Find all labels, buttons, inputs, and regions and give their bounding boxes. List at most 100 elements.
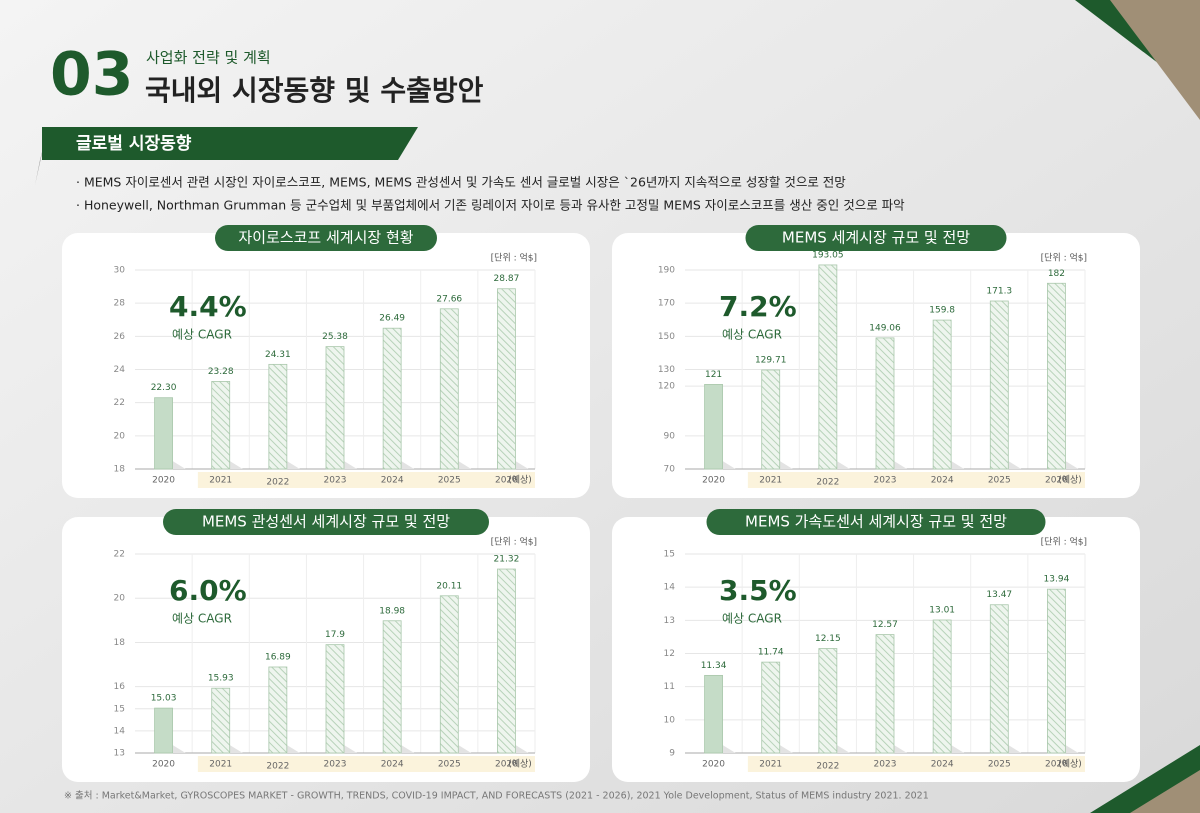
y-tick-label: 170 <box>658 299 675 309</box>
x-tick-label: 2025 <box>988 760 1011 770</box>
y-tick-label: 14 <box>114 726 126 736</box>
bar <box>382 620 402 754</box>
bar-shadow <box>894 461 907 469</box>
y-tick-label: 30 <box>114 266 126 276</box>
y-tick-label: 130 <box>658 365 675 375</box>
y-tick-label: 9 <box>669 749 675 759</box>
x-tick-label: 2021 <box>209 760 232 770</box>
bullet: · Honeywell, Northman Grumman 등 군수업체 및 부… <box>76 198 905 213</box>
unit-label: [단위 : 억$] <box>1041 536 1087 548</box>
x-tick-label: 2020 <box>152 476 175 486</box>
y-tick-label: 150 <box>658 332 675 342</box>
bar <box>704 384 723 470</box>
bar <box>932 319 952 470</box>
bar-shadow <box>344 745 357 753</box>
x-tick-label: 2021 <box>759 760 782 770</box>
y-tick-label: 22 <box>114 550 125 560</box>
cagr: 4.4% <box>169 290 247 323</box>
x-tick-label: 2025 <box>438 476 461 486</box>
bar-shadow <box>951 461 965 469</box>
x-tick-label: 2026 <box>1045 760 1068 770</box>
x-tick-label: 2020 <box>152 760 175 770</box>
unit-label: [단위 : 억$] <box>491 252 537 264</box>
y-tick-label: 20 <box>114 594 126 604</box>
forecast-label: (예상) <box>508 475 532 486</box>
chart-title-pill <box>163 509 489 535</box>
forecast-band <box>197 472 535 488</box>
value-label: 129.71 <box>755 355 787 365</box>
chart-title: 자이로스코프 세계시장 현황 <box>238 229 413 247</box>
x-tick-label: 2024 <box>931 476 954 486</box>
bar <box>325 346 345 470</box>
y-tick-label: 120 <box>658 382 675 392</box>
bar <box>1047 588 1066 754</box>
x-tick-label: 2022 <box>816 478 839 488</box>
value-label: 159.8 <box>929 306 955 316</box>
bar <box>818 264 838 470</box>
section-number: 03 <box>50 40 134 110</box>
x-tick-label: 2021 <box>209 476 232 486</box>
value-label: 12.57 <box>872 620 898 630</box>
corner-deco <box>1130 770 1200 813</box>
forecast-label: (예상) <box>508 759 532 770</box>
bar-shadow <box>779 745 793 753</box>
value-label: 15.93 <box>208 674 234 684</box>
bar <box>932 619 952 754</box>
bar-shadow <box>951 745 965 753</box>
corner-deco <box>1110 0 1200 120</box>
x-tick-label: 2025 <box>988 476 1011 486</box>
forecast-band <box>197 756 535 772</box>
bar <box>989 604 1009 754</box>
bar <box>382 327 402 470</box>
bar <box>761 661 781 754</box>
bar <box>211 687 231 754</box>
x-tick-label: 2020 <box>702 476 725 486</box>
y-tick-label: 22 <box>114 398 125 408</box>
chart-title: MEMS 관성센서 세계시장 규모 및 전망 <box>202 513 450 531</box>
x-tick-label: 2024 <box>381 476 404 486</box>
bar <box>818 648 838 754</box>
bar-shadow <box>1008 461 1022 469</box>
bar <box>704 674 723 754</box>
bar-shadow <box>458 461 472 469</box>
y-tick-label: 190 <box>658 266 675 276</box>
value-label: 28.87 <box>494 274 520 284</box>
cagr-label: 예상 CAGR <box>722 328 782 342</box>
y-tick-label: 15 <box>664 550 675 560</box>
cagr-label: 예상 CAGR <box>172 328 232 342</box>
cagr-label: 예상 CAGR <box>172 612 232 626</box>
bar-shadow <box>229 745 243 753</box>
x-tick-label: 2026 <box>1045 476 1068 486</box>
bar-shadow <box>344 461 357 469</box>
value-label: 18.98 <box>379 606 405 616</box>
bar <box>268 666 288 754</box>
bar <box>989 300 1009 470</box>
value-label: 16.89 <box>265 652 291 662</box>
bar <box>761 369 781 470</box>
y-tick-label: 12 <box>664 649 675 659</box>
bar-shadow <box>1008 745 1022 753</box>
x-tick-label: 2023 <box>874 476 897 486</box>
value-label: 27.66 <box>436 294 462 304</box>
bar <box>325 644 345 754</box>
bar-shadow <box>722 745 736 753</box>
bar <box>154 397 173 470</box>
x-tick-label: 2023 <box>874 760 897 770</box>
y-tick-label: 90 <box>664 431 676 441</box>
y-tick-label: 26 <box>114 332 126 342</box>
value-label: 193.05 <box>812 250 844 260</box>
value-label: 149.06 <box>869 323 901 333</box>
section-title: 글로벌 시장동향 <box>76 133 192 154</box>
bar-shadow <box>836 745 850 753</box>
bar <box>439 595 459 754</box>
bar <box>875 634 895 754</box>
bar-shadow <box>515 461 529 469</box>
bar <box>497 288 516 470</box>
bar-shadow <box>401 461 415 469</box>
chart-title: MEMS 가속도센서 세계시장 규모 및 전망 <box>745 513 1007 531</box>
subtitle: 사업화 전략 및 계획 <box>146 49 271 67</box>
bar-shadow <box>1065 461 1079 469</box>
unit-label: [단위 : 억$] <box>1041 252 1087 264</box>
